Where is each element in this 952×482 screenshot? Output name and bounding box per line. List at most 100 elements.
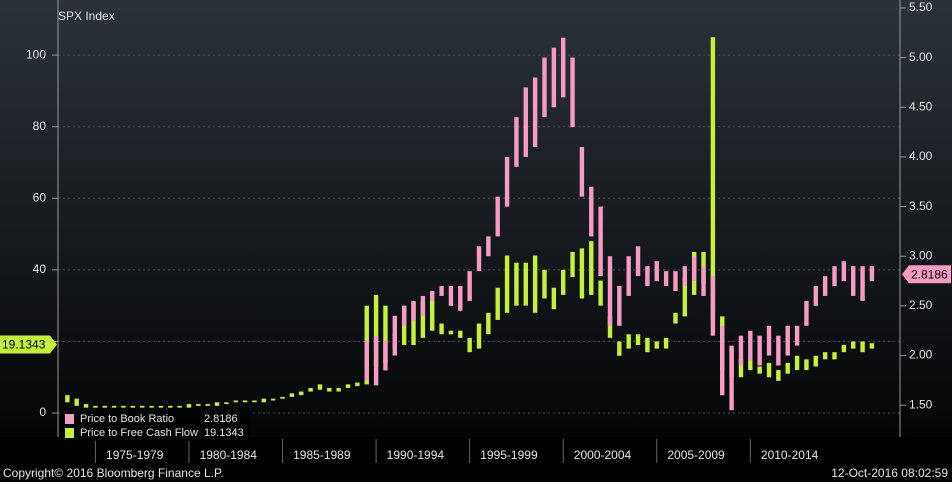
range-bar [476,323,482,349]
range-bar [111,405,117,408]
range-bar [280,396,285,399]
legend-value: 2.8186 [204,413,238,425]
y2-tick-label: 4.00 [909,149,933,163]
x-tick-label: 1990-1994 [387,448,445,462]
range-bar [486,312,491,335]
y2-tick-label: 3.50 [909,199,933,213]
range-bar [205,404,210,406]
y-tick-label: 80 [33,119,47,133]
range-bar [458,330,463,338]
range-bar [308,387,313,392]
range-bar [607,316,613,338]
range-bar [785,362,790,374]
legend-box [60,408,250,441]
range-bar [776,370,781,381]
range-bar [532,255,538,313]
range-bar [214,402,220,406]
range-bar [654,341,659,349]
range-bar [832,352,837,360]
range-bar [486,236,491,257]
range-bar [617,286,622,326]
range-bar [794,355,800,371]
range-bar [851,266,856,296]
range-bar [495,196,500,237]
x-tick-label: 1995-1999 [480,448,538,462]
range-bar [841,261,847,282]
last-value-label: 19.1343 [2,338,46,352]
range-bar [504,156,510,207]
range-bar [551,47,557,108]
x-tick-label: 1985-1989 [293,448,351,462]
y-tick-label: 100 [26,47,46,61]
range-bar [776,335,781,366]
range-bar [514,262,519,306]
range-bar [598,206,603,277]
range-bar [495,287,500,320]
last-value-tag [0,335,57,354]
range-bar [83,404,89,408]
range-bar [701,266,706,296]
range-bar [233,400,238,403]
range-bar [186,404,192,408]
range-bar [448,286,454,306]
y2-tick-label: 4.50 [909,99,933,113]
range-bar [748,330,753,361]
range-bar [757,366,762,374]
range-bar [617,341,622,356]
range-bar [476,246,482,272]
range-bar [542,269,547,299]
x-tick-label: 2005-2009 [667,448,725,462]
x-tick-label: 1980-1984 [200,448,258,462]
legend-swatch [65,414,74,424]
range-bar [252,400,257,403]
range-bar [411,302,416,346]
range-bar [420,295,426,316]
range-bar [869,343,875,349]
x-tick-label: 2010-2014 [761,448,819,462]
y2-tick-label: 2.50 [909,298,933,312]
range-bar [691,256,697,282]
range-bar [589,186,594,237]
range-bar [373,294,379,367]
range-bar [663,271,669,287]
range-bar [532,77,538,147]
range-bar [158,405,164,408]
range-bar [579,248,585,299]
range-bar [514,117,519,167]
range-bar [523,262,528,306]
range-bar [467,271,472,301]
range-bar [794,325,800,346]
range-bar [785,325,790,356]
range-bar [196,404,201,406]
range-bar [383,305,388,363]
range-bar [373,335,379,386]
range-bar [663,337,669,349]
y2-tick-label: 5.50 [909,0,933,14]
range-bar [673,271,678,292]
range-bar [813,286,818,306]
x-tick-label: 1975-1979 [106,448,164,462]
range-bar [710,37,716,320]
y-tick-label: 60 [33,190,47,204]
range-bar [345,384,351,388]
legend-label: Price to Free Cash Flow [80,427,198,439]
timestamp: 12-Oct-2016 08:02:59 [831,466,948,480]
range-bar [804,300,809,326]
range-bar [804,359,809,371]
range-bar [626,334,631,349]
range-bar [682,266,688,287]
axis-band [0,437,952,482]
range-bar [270,398,276,401]
y2-tick-label: 2.00 [909,348,933,362]
range-bar [93,405,98,408]
range-bar [458,286,463,311]
range-bar [645,337,650,353]
range-bar [121,405,126,408]
legend-swatch [65,428,74,438]
range-bar [720,325,725,396]
range-bar [336,387,341,392]
range-bar [561,37,566,98]
range-bar [589,241,594,295]
range-bar [851,341,856,349]
range-bar [261,398,267,403]
